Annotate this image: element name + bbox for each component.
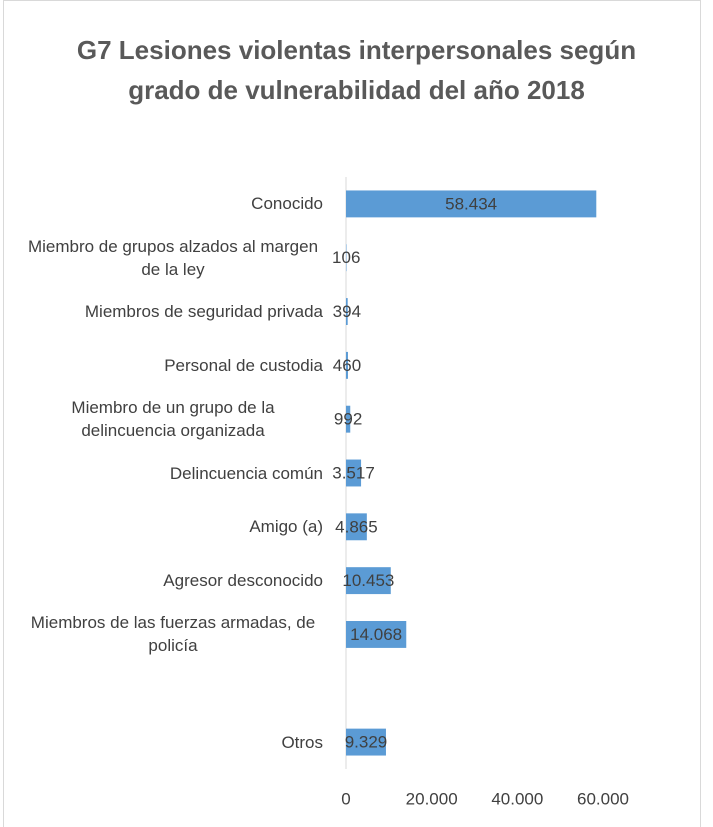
bar [346, 728, 386, 756]
bar [346, 351, 348, 379]
bar [346, 298, 348, 325]
y-tick-text: Amigo (a) [249, 517, 323, 537]
data-label: 3.517 [332, 463, 375, 482]
x-tick-label: 40.000 [491, 789, 543, 808]
y-tick-text: Miembro de grupos alzados al margen de l… [27, 236, 319, 279]
y-tick-label: Personal de custodia [23, 354, 323, 377]
data-label: 394 [333, 302, 361, 321]
data-label: 14.068 [350, 625, 402, 644]
y-tick-text: Miembros de las fuerzas armadas, de poli… [30, 613, 316, 656]
y-tick-label: Delincuencia común [23, 462, 323, 485]
bar [346, 405, 351, 433]
y-tick-label: Conocido [23, 192, 323, 215]
y-tick-text: Delincuencia común [169, 463, 323, 483]
y-tick-label: Miembro de un grupo de la delincuencia o… [23, 396, 323, 442]
x-tick-label: 60.000 [577, 789, 629, 808]
y-tick-text: Otros [281, 732, 323, 752]
y-tick-label: Otros [23, 731, 323, 754]
x-tick-label: 0 [341, 789, 350, 808]
bar [346, 567, 391, 595]
data-label: 58.434 [445, 194, 497, 213]
data-label: 10.453 [342, 571, 394, 590]
y-tick-text: Personal de custodia [164, 355, 323, 375]
bar [346, 621, 407, 648]
y-tick-label: Amigo (a) [23, 515, 323, 538]
y-tick-label: Miembros de las fuerzas armadas, de poli… [23, 611, 323, 657]
data-label: 9.329 [345, 733, 388, 752]
y-tick-label: Miembros de seguridad privada [23, 300, 323, 323]
data-label: 4.865 [335, 517, 378, 536]
y-tick-text: Miembros de seguridad privada [84, 302, 323, 322]
data-label: 992 [334, 410, 362, 429]
data-label: 460 [333, 356, 361, 375]
y-tick-text: Miembro de un grupo de la delincuencia o… [71, 398, 275, 441]
y-tick-label: Miembro de grupos alzados al margen de l… [23, 235, 323, 281]
y-tick-text: Agresor desconocido [163, 571, 323, 591]
chart-border [3, 0, 701, 827]
y-tick-label: Agresor desconocido [23, 569, 323, 592]
bar [346, 459, 362, 487]
data-label: 106 [332, 248, 360, 267]
y-tick-text: Conocido [251, 194, 323, 214]
x-tick-label: 20.000 [406, 789, 458, 808]
bar [346, 513, 367, 541]
bar [346, 190, 597, 218]
chart-title: G7 Lesiones violentas interpersonales se… [76, 35, 637, 105]
